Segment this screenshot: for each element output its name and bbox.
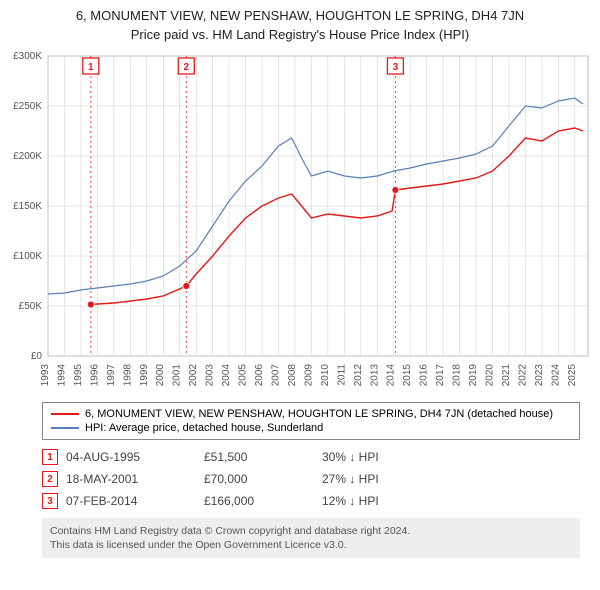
svg-text:2009: 2009 (303, 364, 314, 387)
title-block: 6, MONUMENT VIEW, NEW PENSHAW, HOUGHTON … (0, 0, 600, 46)
svg-text:2004: 2004 (221, 364, 232, 387)
transaction-date: 04-AUG-1995 (66, 450, 196, 464)
svg-text:2016: 2016 (419, 364, 430, 387)
svg-text:1999: 1999 (139, 364, 150, 387)
legend-label: 6, MONUMENT VIEW, NEW PENSHAW, HOUGHTON … (85, 408, 553, 420)
svg-text:1996: 1996 (89, 364, 100, 387)
svg-text:3: 3 (393, 62, 399, 73)
transaction-marker: 3 (42, 493, 58, 509)
svg-text:1993: 1993 (40, 364, 51, 387)
svg-text:2017: 2017 (435, 364, 446, 387)
svg-text:2010: 2010 (320, 364, 331, 387)
transaction-marker: 2 (42, 471, 58, 487)
svg-text:2019: 2019 (468, 364, 479, 387)
footer-attribution: Contains HM Land Registry data © Crown c… (42, 518, 580, 558)
svg-text:2012: 2012 (353, 364, 364, 387)
legend-label: HPI: Average price, detached house, Sund… (85, 422, 323, 434)
title-address: 6, MONUMENT VIEW, NEW PENSHAW, HOUGHTON … (10, 8, 590, 23)
svg-text:2011: 2011 (336, 364, 347, 386)
svg-text:2007: 2007 (270, 364, 281, 387)
svg-text:£0: £0 (31, 351, 43, 362)
legend-item: HPI: Average price, detached house, Sund… (51, 421, 571, 435)
svg-text:£300K: £300K (13, 51, 42, 62)
svg-text:2003: 2003 (205, 364, 216, 387)
svg-text:1997: 1997 (106, 364, 117, 387)
svg-text:2015: 2015 (402, 364, 413, 387)
chart: £0 £50K £100K £150K £200K £250K £300K 1993 1994 1… (0, 46, 600, 396)
svg-text:2023: 2023 (534, 364, 545, 387)
svg-text:2: 2 (184, 62, 190, 73)
svg-text:£150K: £150K (13, 201, 42, 212)
transaction-row: 1 04-AUG-1995 £51,500 30% ↓ HPI (42, 446, 580, 468)
legend-swatch (51, 427, 79, 429)
transaction-price: £166,000 (204, 494, 314, 508)
svg-text:2018: 2018 (452, 364, 463, 387)
legend-swatch (51, 413, 79, 415)
svg-text:2008: 2008 (287, 364, 298, 387)
transaction-marker: 1 (42, 449, 58, 465)
transaction-price: £70,000 (204, 472, 314, 486)
transaction-price: £51,500 (204, 450, 314, 464)
svg-text:£100K: £100K (13, 251, 42, 262)
svg-text:2006: 2006 (254, 364, 265, 387)
page: 6, MONUMENT VIEW, NEW PENSHAW, HOUGHTON … (0, 0, 600, 558)
svg-text:1995: 1995 (73, 364, 84, 387)
svg-text:2014: 2014 (386, 364, 397, 387)
svg-text:2024: 2024 (550, 364, 561, 387)
footer-line-2: This data is licensed under the Open Gov… (50, 538, 572, 552)
svg-text:2020: 2020 (485, 364, 496, 387)
svg-text:1: 1 (88, 62, 94, 73)
svg-text:£250K: £250K (13, 101, 42, 112)
transaction-row: 2 18-MAY-2001 £70,000 27% ↓ HPI (42, 468, 580, 490)
transactions-table: 1 04-AUG-1995 £51,500 30% ↓ HPI 2 18-MAY-2001… (42, 446, 580, 512)
transaction-delta: 27% ↓ HPI (322, 472, 379, 486)
transaction-row: 3 07-FEB-2014 £166,000 12% ↓ HPI (42, 490, 580, 512)
chart-svg: £0 £50K £100K £150K £200K £250K £300K 1993 1994 1… (0, 46, 600, 396)
svg-text:£50K: £50K (19, 301, 43, 312)
svg-text:2000: 2000 (155, 364, 166, 387)
svg-text:2002: 2002 (188, 364, 199, 387)
svg-text:2005: 2005 (238, 364, 249, 387)
svg-text:2022: 2022 (517, 364, 528, 387)
title-subtitle: Price paid vs. HM Land Registry's House … (10, 27, 590, 42)
legend: 6, MONUMENT VIEW, NEW PENSHAW, HOUGHTON … (42, 402, 580, 440)
transaction-date: 07-FEB-2014 (66, 494, 196, 508)
svg-text:2001: 2001 (172, 364, 183, 387)
svg-text:1994: 1994 (56, 364, 67, 387)
svg-text:1998: 1998 (122, 364, 133, 387)
footer-line-1: Contains HM Land Registry data © Crown c… (50, 524, 572, 538)
svg-text:2025: 2025 (567, 364, 578, 387)
svg-text:2021: 2021 (501, 364, 512, 387)
legend-item: 6, MONUMENT VIEW, NEW PENSHAW, HOUGHTON … (51, 407, 571, 421)
svg-text:£200K: £200K (13, 151, 42, 162)
transaction-date: 18-MAY-2001 (66, 472, 196, 486)
transaction-delta: 30% ↓ HPI (322, 450, 379, 464)
transaction-delta: 12% ↓ HPI (322, 494, 379, 508)
svg-text:2013: 2013 (369, 364, 380, 387)
